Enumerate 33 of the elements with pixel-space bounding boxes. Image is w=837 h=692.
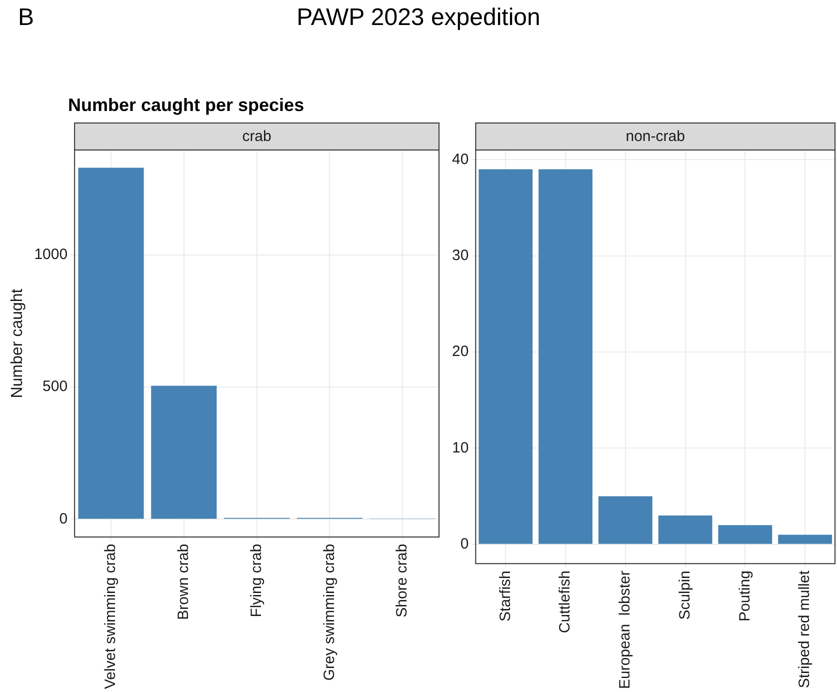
- bar: [538, 169, 592, 544]
- x-tick-label: Flying crab: [248, 544, 265, 618]
- bar: [718, 525, 772, 544]
- x-tick-label: Shore crab: [394, 544, 411, 618]
- y-tick-label: 40: [452, 150, 469, 168]
- y-tick-label: 20: [452, 343, 469, 360]
- x-tick-label: Cuttlefish: [556, 570, 574, 634]
- x-tick-label: Sculpin: [676, 570, 694, 620]
- y-axis-title: Number caught: [9, 288, 26, 398]
- bar: [151, 386, 217, 519]
- text: B: [18, 4, 34, 32]
- x-tick-label: Starfish: [496, 570, 514, 622]
- bar: [778, 534, 832, 544]
- chart-title: crab: [242, 128, 272, 146]
- y-tick-label: 10: [452, 439, 469, 456]
- x-tick-label: Pouting: [736, 570, 754, 622]
- text: Number caught per species: [68, 95, 304, 116]
- chart-title: non-crab: [626, 128, 685, 146]
- y-tick-label: 30: [452, 246, 469, 264]
- x-tick-label: Grey swimming crab: [320, 544, 338, 681]
- bar: [658, 515, 712, 544]
- bar: [78, 168, 144, 519]
- y-tick-label: 0: [59, 510, 68, 528]
- x-tick-label: European lobster: [616, 570, 634, 690]
- x-tick-label: Velvet swimming crab: [102, 544, 120, 690]
- y-tick-label: 500: [42, 378, 68, 396]
- bar: [478, 169, 533, 544]
- x-tick-label: Brown crab: [175, 544, 192, 620]
- y-tick-label: 0: [460, 535, 469, 552]
- y-tick-label: 1000: [34, 246, 68, 264]
- text: PAWP 2023 expedition: [296, 4, 540, 31]
- bar: [598, 496, 652, 544]
- x-tick-label: Striped red mullet: [796, 570, 814, 688]
